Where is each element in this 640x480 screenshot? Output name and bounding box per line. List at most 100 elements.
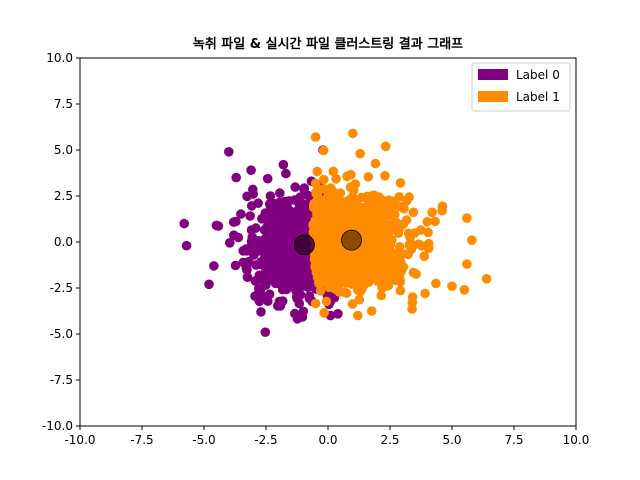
data-point [204,279,214,290]
data-point [269,242,279,253]
data-point [277,271,288,282]
data-point [247,232,258,242]
data-point [290,308,300,319]
data-point [179,218,189,229]
data-point [265,265,276,276]
data-point [280,262,290,273]
data-point [333,281,344,291]
data-point [353,310,363,321]
data-point [265,201,276,211]
data-point [310,298,321,309]
data-point [343,219,354,229]
data-point [391,224,402,235]
legend: Label 0 Label 1 [471,62,571,112]
data-point [359,217,370,227]
data-point [181,240,192,251]
data-point [260,292,271,302]
data-point [322,255,333,266]
data-point [276,199,286,210]
y-tick-label: 2.5 [54,189,73,203]
data-point [294,298,305,309]
x-tick-label: 0.0 [318,433,337,447]
data-point [314,278,324,289]
data-point [289,272,300,282]
data-point [251,223,261,233]
data-point [431,278,441,289]
data-point [286,215,296,226]
data-point [411,269,421,279]
data-point [462,213,472,223]
x-tick-label: -7.5 [130,433,153,447]
data-point [282,248,292,258]
y-tick-label: 5.0 [54,143,73,157]
data-point [380,141,391,152]
data-point [377,212,388,222]
data-point [254,259,265,270]
data-point [391,217,401,227]
x-tick-label: 7.5 [504,433,523,447]
x-tick-label: 10.0 [563,433,590,447]
data-point [310,259,321,270]
data-point [319,174,329,185]
data-point [295,192,306,202]
data-point [252,291,263,301]
data-point [403,249,414,260]
data-point [419,251,430,261]
data-point [395,285,406,296]
data-point [231,172,241,183]
y-tick-label: -5.0 [50,327,73,341]
data-point [371,243,382,253]
data-point [388,268,399,279]
y-tick-label: -2.5 [50,281,73,295]
data-point [354,294,365,305]
data-point [437,205,447,216]
legend-swatch-label-0 [478,69,508,80]
data-point [347,299,358,309]
y-tick-label: 7.5 [54,97,73,111]
data-point [238,246,248,256]
data-point [228,217,239,227]
x-tick-label: -2.5 [254,433,277,447]
data-point [377,283,387,293]
data-point [357,283,367,294]
data-point [229,230,239,240]
data-point [430,216,440,227]
data-point [263,227,273,238]
data-point [363,277,374,288]
data-point [312,166,323,177]
data-point [339,287,349,298]
data-point [299,268,310,279]
data-point [262,173,273,184]
data-point [366,306,377,316]
data-point [363,172,374,182]
data-point [346,169,356,180]
data-point [246,201,257,211]
data-point [293,279,303,290]
points-layer [179,128,492,338]
data-point [321,273,332,283]
data-point [404,192,414,202]
data-point [313,251,324,262]
data-point [420,288,430,299]
data-point [467,235,477,245]
data-point [303,190,314,201]
data-point [209,261,219,271]
data-point [242,272,253,283]
data-point [230,260,241,271]
y-tick-label: -10.0 [42,419,73,433]
data-point [389,199,400,210]
data-point [462,259,472,269]
data-point [331,174,341,184]
legend-swatch-label-1 [478,91,508,102]
data-point [408,207,419,218]
data-point [260,327,271,338]
data-point [297,312,308,322]
data-point [336,255,347,265]
data-point [318,145,329,156]
data-point [333,188,343,199]
data-point [245,211,255,221]
data-point [447,281,457,292]
data-point [459,285,470,295]
data-point [319,308,329,318]
